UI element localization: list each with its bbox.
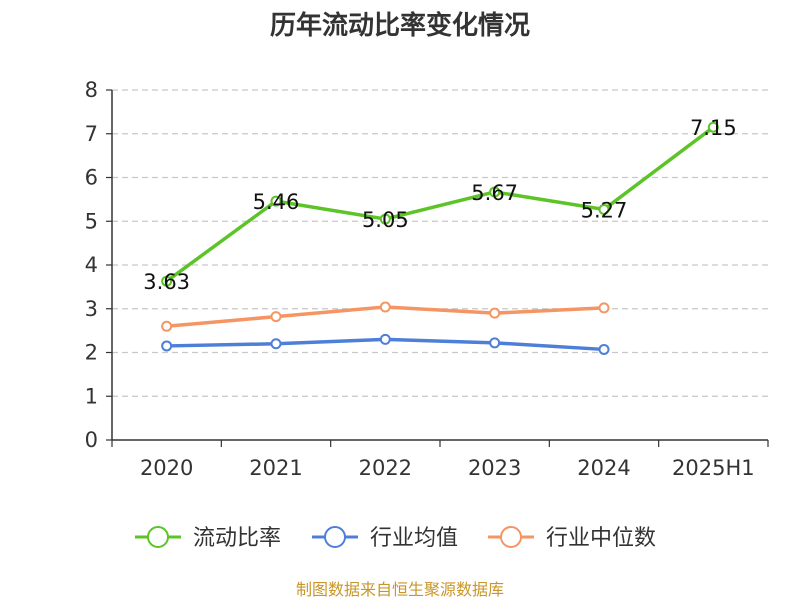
data-label: 5.05: [362, 208, 409, 232]
data-point: [270, 195, 282, 207]
series-layer: [161, 121, 719, 355]
legend-swatch-marker: [147, 526, 169, 548]
legend: 流动比率 行业均值 行业中位数: [135, 526, 656, 551]
data-point: [489, 307, 501, 319]
legend-swatch-marker: [500, 526, 522, 548]
data-label: 5.46: [253, 190, 300, 214]
data-point: [379, 213, 391, 225]
legend-label: 行业均值: [370, 526, 458, 551]
y-tick-label: 8: [85, 78, 98, 102]
data-point: [598, 302, 610, 314]
data-point: [161, 320, 173, 332]
axes: 0 1 2 3 4 5 6 7 8 2020 2021 2022 2023 2024 2025H1: [85, 78, 769, 480]
data-point: [270, 338, 282, 350]
y-tick-label: 4: [85, 253, 98, 277]
data-labels: 3.63 5.46 5.05 5.67 5.27 7.15: [143, 116, 736, 294]
y-tick-label: 7: [85, 122, 98, 146]
x-tick-label: 2021: [249, 456, 302, 480]
x-tick-label: 2022: [359, 456, 412, 480]
data-point: [598, 203, 610, 215]
data-label: 7.15: [690, 116, 737, 140]
legend-label: 流动比率: [193, 526, 281, 551]
y-tick-label: 0: [85, 428, 98, 452]
data-point: [598, 343, 610, 355]
data-point: [707, 121, 719, 133]
x-tick-label: 2024: [577, 456, 630, 480]
data-label: 5.67: [471, 181, 518, 205]
x-tick-label: 2025H1: [672, 456, 755, 480]
y-tick-label: 5: [85, 209, 98, 233]
data-label: 3.63: [143, 270, 190, 294]
chart-title: 历年流动比率变化情况: [270, 10, 530, 41]
source-note: 制图数据来自恒生聚源数据库: [296, 580, 504, 599]
data-point: [161, 340, 173, 352]
data-point: [161, 275, 173, 287]
data-point: [489, 337, 501, 349]
data-point: [379, 333, 391, 345]
data-point: [270, 311, 282, 323]
data-point: [379, 301, 391, 313]
x-tick-label: 2020: [140, 456, 193, 480]
x-tick-label: 2023: [468, 456, 521, 480]
y-tick-label: 3: [85, 297, 98, 321]
legend-swatch-marker: [324, 526, 346, 548]
y-tick-label: 2: [85, 341, 98, 365]
data-label: 5.27: [581, 198, 628, 222]
data-point: [489, 186, 501, 198]
legend-label: 行业中位数: [546, 526, 656, 551]
grid-lines: [112, 89, 768, 397]
y-tick-label: 1: [85, 384, 98, 408]
y-tick-label: 6: [85, 166, 98, 190]
series-line: [165, 125, 715, 283]
